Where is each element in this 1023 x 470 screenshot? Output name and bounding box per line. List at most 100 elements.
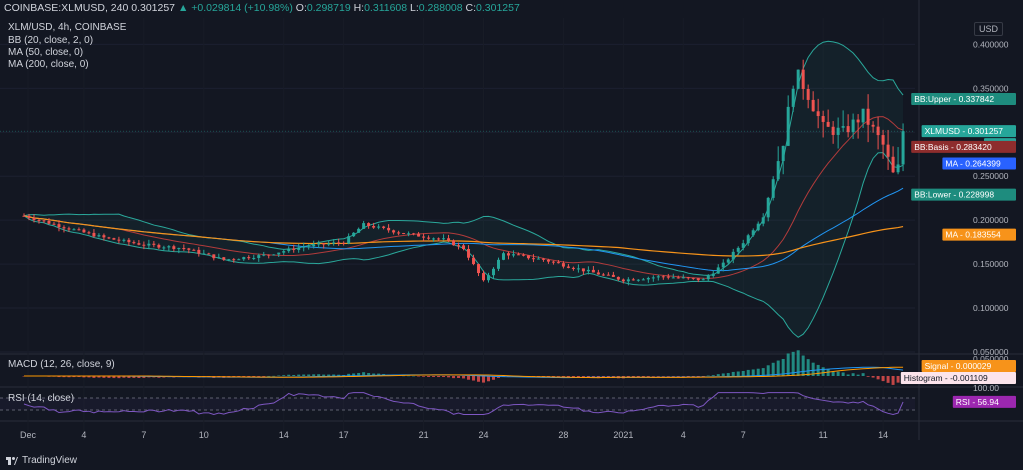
candle-body — [37, 219, 41, 221]
macd-histogram-bar — [711, 375, 715, 376]
macd-histogram-bar — [776, 360, 780, 376]
candle-body — [571, 267, 575, 269]
chart-title: XLM/USD, 4h, COINBASE — [8, 22, 127, 33]
macd-histogram-bar — [556, 376, 560, 377]
price-axis-tick: 0.400000 — [973, 39, 1009, 49]
price-axis-tick: 0.100000 — [973, 303, 1009, 313]
macd-histogram-bar — [102, 376, 106, 378]
macd-histogram-bar — [422, 376, 426, 377]
candle-body — [397, 232, 401, 234]
rsi-band-fill — [0, 398, 915, 410]
rsi-line — [23, 392, 904, 416]
macd-histogram-bar — [791, 351, 795, 376]
macd-histogram-bar — [641, 376, 645, 378]
legend-ma200[interactable]: MA (200, close, 0) — [8, 59, 89, 70]
price-label-text: BB:Basis - 0.283420 — [914, 142, 992, 152]
macd-histogram-bar — [62, 376, 66, 378]
candle-body — [531, 258, 535, 260]
candle-body — [247, 257, 251, 259]
candle-body — [127, 239, 131, 243]
candle-body — [402, 233, 406, 235]
legend-ma50[interactable]: MA (50, close, 0) — [8, 47, 84, 58]
candle-body — [501, 253, 505, 260]
candle-body — [801, 69, 805, 89]
candle-body — [437, 238, 441, 240]
candle-body — [846, 126, 850, 133]
candle-body — [641, 279, 645, 281]
candle-body — [377, 226, 381, 228]
time-axis-tick: 10 — [199, 430, 209, 440]
candle-body — [232, 259, 236, 261]
candle-body — [407, 233, 411, 235]
candle-body — [796, 69, 800, 89]
bb-basis-line — [23, 116, 904, 279]
candle-body — [222, 257, 226, 260]
price-label-text: BB:Lower - 0.228998 — [914, 190, 994, 200]
macd-histogram-bar — [492, 376, 495, 380]
macd-histogram-bar — [856, 374, 860, 376]
symbol-header: COINBASE:XLMUSD, 240 0.301257 ▲ +0.02981… — [4, 2, 520, 14]
macd-histogram-bar — [427, 376, 431, 377]
candle-body — [831, 126, 835, 135]
tradingview-brand[interactable]: TradingView — [6, 454, 77, 466]
macd-histogram-bar — [447, 376, 451, 378]
macd-histogram-bar — [442, 376, 446, 378]
candle-body — [302, 246, 306, 248]
candle-body — [352, 232, 356, 237]
legend-bb[interactable]: BB (20, close, 2, 0) — [8, 35, 94, 46]
macd-histogram-bar — [372, 373, 376, 376]
candle-body — [536, 258, 540, 260]
price-axis-tick: 0.200000 — [973, 215, 1009, 225]
candle-body — [596, 272, 600, 275]
macd-histogram-bar — [666, 376, 670, 377]
candle-body — [706, 275, 710, 280]
time-axis-tick: 21 — [419, 430, 429, 440]
currency-label[interactable]: USD — [973, 22, 1003, 36]
rsi-title[interactable]: RSI (14, close) — [8, 393, 75, 404]
candle-body — [337, 242, 341, 244]
candle-body — [656, 276, 660, 278]
candle-body — [786, 106, 790, 146]
macd-histogram-bar — [297, 374, 301, 376]
macd-histogram-bar — [636, 376, 640, 378]
price-axis-tick: 0.350000 — [973, 83, 1009, 93]
macd-histogram-bar — [362, 372, 366, 376]
macd-histogram-bar — [686, 376, 690, 377]
close-value: 0.301257 — [476, 2, 520, 14]
candle-body — [492, 268, 495, 276]
symbol-name[interactable]: COINBASE:XLMUSD, 240 — [4, 2, 129, 14]
candle-body — [771, 179, 775, 198]
candle-body — [117, 239, 121, 241]
macd-histogram-bar — [561, 376, 565, 377]
candle-body — [312, 244, 316, 247]
candle-body — [227, 259, 231, 261]
macd-title[interactable]: MACD (12, 26, close, 9) — [8, 359, 115, 370]
macd-histogram-bar — [432, 376, 436, 377]
candle-body — [871, 124, 875, 127]
macd-histogram-bar — [317, 374, 321, 376]
macd-histogram-bar — [327, 374, 331, 376]
candle-body — [292, 248, 296, 250]
macd-histogram-bar — [257, 376, 261, 377]
macd-histogram-bar — [771, 362, 775, 376]
candle-body — [751, 230, 755, 236]
macd-histogram-bar — [546, 376, 550, 377]
macd-histogram-bar — [117, 376, 121, 379]
macd-histogram-bar — [851, 373, 855, 376]
candle-body — [866, 108, 870, 125]
candle-body — [392, 230, 396, 233]
candle-body — [477, 264, 481, 274]
candle-body — [496, 259, 500, 269]
candle-body — [452, 240, 456, 246]
macd-histogram-bar — [277, 375, 281, 377]
candle-body — [776, 161, 780, 180]
macd-histogram-bar — [472, 376, 476, 381]
rsi-axis-tick: 100.00 — [973, 383, 999, 393]
macd-histogram-bar — [716, 374, 720, 376]
low-value: 0.288008 — [418, 2, 463, 14]
bb-upper-line — [23, 40, 904, 276]
price-label-badge — [911, 188, 1016, 201]
macd-histogram-bar — [671, 376, 675, 377]
candle-body — [77, 229, 81, 231]
